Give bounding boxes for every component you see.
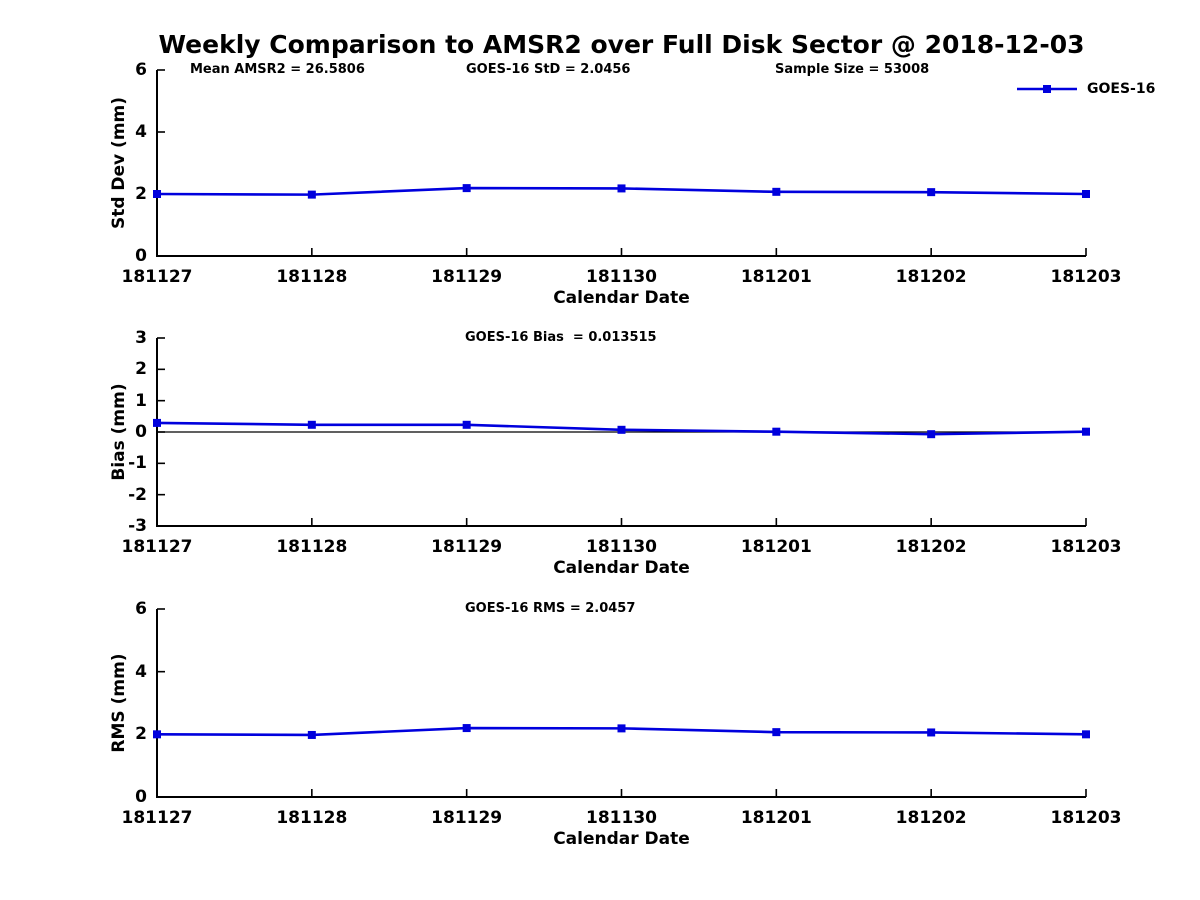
rms-y-axis-label: RMS (mm) [109,653,129,753]
y-tick-label: 2 [135,184,147,204]
bias-data-point-marker [462,420,471,429]
stddev-annotation: Sample Size = 53008 [775,62,930,77]
bias-x-axis-label: Calendar Date [553,558,690,578]
x-tick-label: 181202 [895,537,967,557]
y-tick-label: 6 [135,60,147,80]
legend-label: GOES-16 [1087,81,1156,97]
stddev-data-point-marker [772,187,781,196]
bias-data-point-marker [1082,427,1090,436]
bias-data-point-marker [153,418,161,427]
x-tick-label: 181128 [276,267,348,287]
y-tick-label: 3 [135,328,147,348]
stddev-data-point-marker [153,190,161,198]
bias-data-point-marker [617,425,626,434]
x-tick-label: 181202 [895,267,967,287]
y-tick-label: -1 [128,453,147,474]
x-tick-label: 181127 [121,267,193,287]
y-tick-label: 4 [135,122,147,142]
rms-data-point-marker [153,730,161,739]
y-tick-label: -2 [128,484,147,505]
y-tick-label: 0 [135,246,147,266]
x-tick-label: 181201 [740,267,812,287]
stddev-data-point-marker [617,184,626,193]
stddev-series-line [156,186,1087,196]
x-tick-label: 181202 [895,808,967,828]
bias-series-line [156,421,1087,436]
stddev-x-axis-label: Calendar Date [553,288,690,308]
stddev-data-point-marker [1082,190,1090,198]
rms-annotation: GOES-16 RMS = 2.0457 [465,601,636,616]
y-tick-label: -3 [128,516,147,536]
bias-data-point-marker [927,430,936,439]
stddev-data-point-marker [927,188,936,197]
rms-axes [156,609,1086,798]
x-tick-label: 181128 [276,808,348,828]
x-tick-label: 181130 [586,537,657,557]
legend: GOES-16 [1016,79,1155,99]
y-tick-label: 2 [135,724,147,745]
legend-line-marker-swatch [1017,85,1077,93]
y-tick-label: 4 [135,661,147,682]
rms-data-point-marker [307,730,316,739]
rms-series-line [156,726,1087,737]
x-tick-label: 181127 [121,537,193,557]
stddev-annotation: GOES-16 StD = 2.0456 [466,62,631,77]
x-tick-label: 181128 [276,537,348,557]
bias-data-point-marker [307,420,316,429]
x-tick-label: 181203 [1050,537,1122,557]
x-tick-label: 181129 [431,267,503,287]
stddev-data-point-marker [462,184,471,193]
stddev-y-axis-label: Std Dev (mm) [109,96,129,230]
x-tick-label: 181203 [1050,267,1122,287]
x-tick-label: 181201 [740,537,812,557]
x-tick-label: 181129 [431,808,503,828]
y-tick-label: 6 [135,599,147,619]
rms-data-point-marker [927,728,936,737]
bias-annotation: GOES-16 Bias = 0.013515 [465,330,657,345]
bias-data-point-marker [772,427,781,436]
x-tick-label: 181201 [740,808,812,828]
y-tick-label: 0 [135,422,147,442]
x-tick-label: 181130 [586,808,657,828]
x-tick-label: 181130 [586,267,657,287]
rms-data-point-marker [772,728,781,737]
y-tick-label: 1 [135,390,147,411]
rms-data-point-marker [617,724,626,733]
rms-x-axis-label: Calendar Date [553,829,690,849]
rms-data-point-marker [462,724,471,733]
rms-data-point-marker [1082,730,1090,739]
bias-axes [156,338,1086,527]
stddev-axes [156,70,1086,257]
x-tick-label: 181127 [121,808,193,828]
figure-title: Weekly Comparison to AMSR2 over Full Dis… [158,30,1085,59]
y-tick-label: 0 [135,787,147,807]
stddev-data-point-marker [307,190,316,199]
stddev-annotation: Mean AMSR2 = 26.5806 [190,62,365,77]
y-tick-label: 2 [135,359,147,380]
bias-y-axis-label: Bias (mm) [109,383,129,481]
x-tick-label: 181129 [431,537,503,557]
x-tick-label: 181203 [1050,808,1122,828]
